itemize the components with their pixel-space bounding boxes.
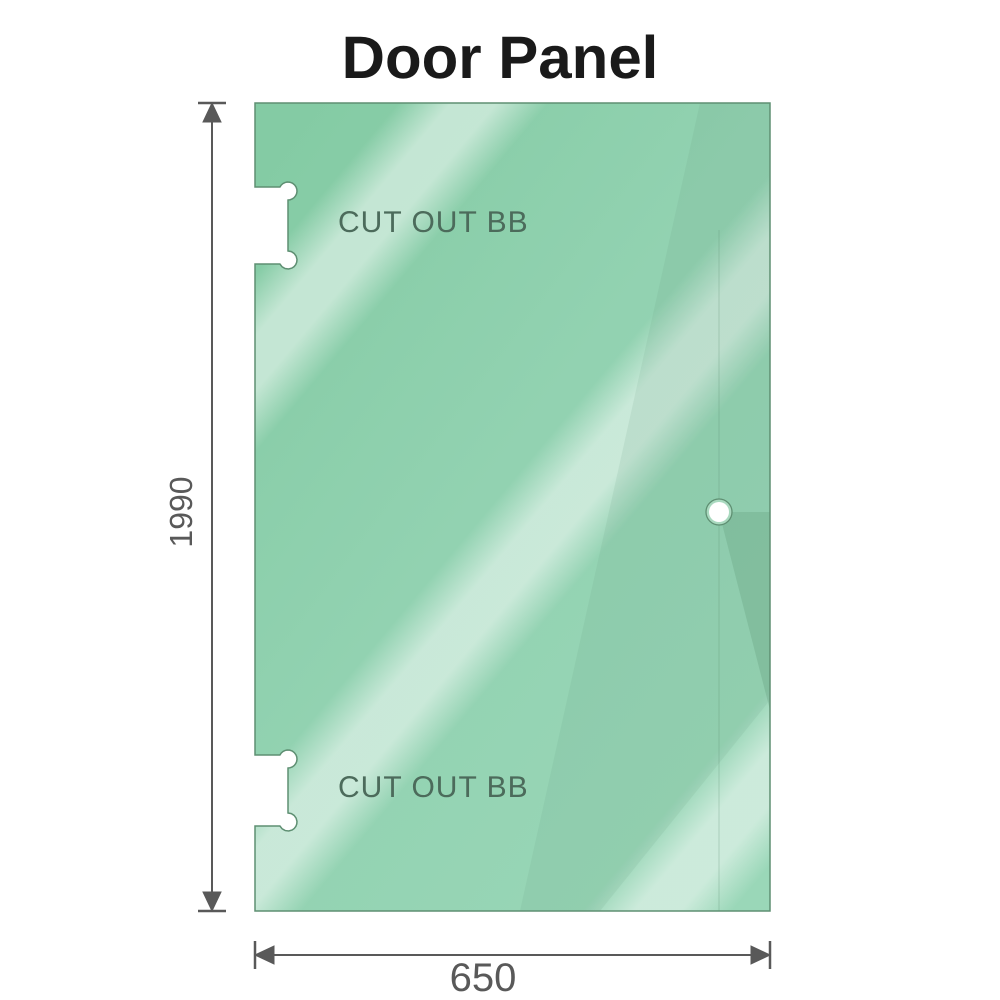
svg-text:650: 650 (450, 956, 517, 1000)
svg-text:Door Panel: Door Panel (342, 24, 659, 91)
svg-text:CUT OUT BB: CUT OUT BB (338, 771, 529, 804)
svg-text:1990: 1990 (163, 476, 199, 547)
svg-text:CUT OUT BB: CUT OUT BB (338, 206, 529, 239)
